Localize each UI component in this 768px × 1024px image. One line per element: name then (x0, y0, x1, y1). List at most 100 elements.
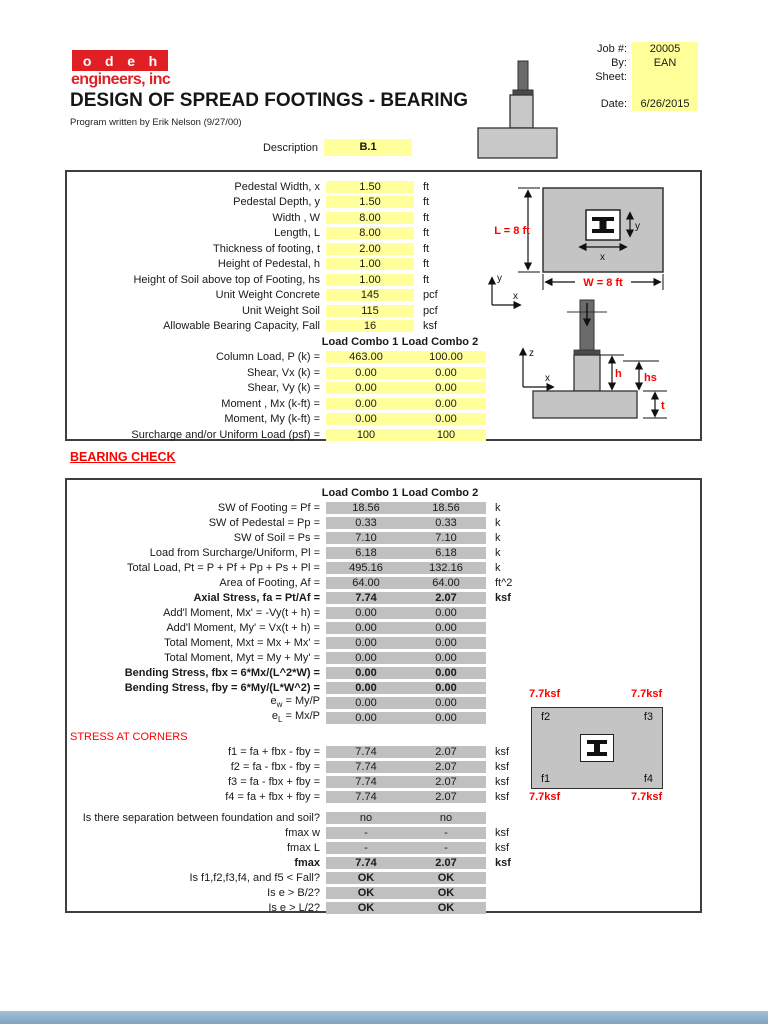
row-value: 0.00 (326, 621, 406, 634)
row-label: Unit Weight Concrete (215, 289, 320, 302)
row-value: 7.10 (406, 531, 486, 544)
job-info-panel: Job #: By: Sheet: Date: 20005 EAN 6/26/2… (538, 42, 698, 111)
row-value[interactable]: 1.00 (326, 258, 414, 271)
row-unit: ksf (495, 856, 511, 869)
table-row: Surcharge and/or Uniform Load (psf) = 100… (67, 427, 700, 443)
row-value[interactable]: 100.00 (406, 351, 486, 364)
column-ibeam-icon (592, 217, 614, 233)
row-unit: ksf (495, 841, 510, 854)
axis-x-label: x (545, 373, 550, 384)
row-value: OK (326, 871, 406, 884)
row-value: OK (406, 886, 486, 899)
table-row: Height of Pedestal, h 1.00 ft (67, 257, 700, 273)
table-row: Unit Weight Concrete 145 pcf (67, 288, 700, 304)
by-value[interactable]: EAN (653, 57, 677, 69)
row-label: Is there separation between foundation a… (82, 811, 320, 824)
pedestal-y-label: y (635, 221, 640, 232)
row-label: Shear, Vx (k) = (246, 366, 320, 379)
job-number-value[interactable]: 20005 (649, 43, 681, 55)
row-label: Column Load, P (k) = (215, 351, 320, 364)
table-row: Total Moment, Myt = My + My' = 0.00 0.00 (67, 650, 700, 665)
row-value[interactable]: 0.00 (406, 366, 486, 379)
row-unit: ft^2 (495, 576, 513, 589)
row-value[interactable]: 1.50 (326, 196, 414, 209)
row-value[interactable]: 100 (326, 428, 406, 441)
row-value[interactable]: 1.50 (326, 180, 414, 193)
table-row: Unit Weight Soil 115 pcf (67, 303, 700, 319)
table-row: Bending Stress, fby = 6*My/(L*W^2) = 0.00… (67, 680, 700, 695)
row-unit: ft (423, 227, 430, 240)
row-value[interactable]: 16 (326, 320, 414, 333)
corner-stress-top-right: 7.7ksf (631, 688, 663, 700)
row-value[interactable]: 145 (326, 289, 414, 302)
table-row: Moment, My (k-ft) = 0.00 0.00 (67, 412, 700, 428)
pedestal-rect (573, 354, 601, 392)
row-value[interactable]: 0.00 (326, 397, 406, 410)
row-label: f4 = fa + fbx + fby = (225, 790, 320, 803)
row-label: f2 = fa - fbx - fby = (230, 760, 320, 773)
row-value: 2.07 (406, 745, 486, 758)
row-value: 0.00 (326, 711, 406, 724)
row-value[interactable]: 8.00 (326, 211, 414, 224)
row-value[interactable]: 0.00 (406, 413, 486, 426)
table-row: eL = Mx/P 0.00 0.00 (67, 710, 700, 725)
footing-rect (532, 390, 638, 419)
table-row: Is e > L/2? OK OK (67, 900, 700, 915)
row-value[interactable]: 0.00 (326, 413, 406, 426)
date-label: Date: (600, 98, 627, 110)
input-section: Pedestal Width, x 1.50 ft Pedestal Depth, y… (65, 170, 702, 441)
row-label: fmax (294, 856, 320, 869)
row-value[interactable]: 0.00 (326, 366, 406, 379)
row-label: Height of Soil above top of Footing, hs (133, 273, 320, 286)
corner-stress-diagram: 7.7ksf 7.7ksf f2 f3 f1 f4 7.7ksf 7.7ksf (523, 688, 683, 810)
row-unit: ksf (495, 745, 510, 758)
bearing-check-section: Load Combo 1 Load Combo 2 SW of Footing … (65, 478, 702, 915)
date-value[interactable]: 6/26/2015 (640, 98, 690, 110)
baseplate-rect (573, 349, 601, 356)
row-value[interactable]: 0.00 (406, 382, 486, 395)
footing-plan-rect: f2 f3 f1 f4 (531, 707, 663, 789)
by-label: By: (611, 57, 627, 69)
sheet-value[interactable] (632, 70, 698, 84)
table-row: Load from Surcharge/Uniform, Pl = 6.18 6.1… (67, 545, 700, 560)
corner-f1-label: f1 (541, 773, 551, 785)
row-label: Total Load, Pt = P + Pf + Pp + Ps + Pl = (126, 561, 320, 574)
hs-dimension-label: hs (644, 372, 657, 384)
row-label: Height of Pedestal, h (217, 258, 320, 271)
load-combo-header-row: Load Combo 1 Load Combo 2 (67, 334, 700, 350)
load-combo-2-header: Load Combo 2 (401, 486, 479, 499)
table-row: Is f1,f2,f3,f4, and f5 < Fall? OK OK (67, 870, 700, 885)
row-label: SW of Soil = Ps = (233, 531, 320, 544)
row-value[interactable]: 8.00 (326, 227, 414, 240)
table-row: Is e > B/2? OK OK (67, 885, 700, 900)
row-unit: ft (423, 196, 430, 209)
table-row: Pedestal Width, x 1.50 ft (67, 179, 700, 195)
row-value[interactable]: 100 (406, 428, 486, 441)
row-label: Pedestal Depth, y (233, 196, 320, 209)
row-value[interactable]: 0.00 (326, 382, 406, 395)
load-combo-1-header: Load Combo 1 (321, 486, 399, 499)
row-value[interactable]: 1.00 (326, 273, 414, 286)
corner-f2-label: f2 (541, 711, 551, 723)
table-row: Total Load, Pt = P + Pf + Pp + Ps + Pl =… (67, 560, 700, 575)
table-row: SW of Footing = Pf = 18.56 18.56 k (67, 500, 700, 515)
row-unit: k (495, 501, 501, 514)
table-row: f4 = fa + fbx + fby = 7.74 2.07 ksf (67, 789, 700, 804)
load-table: Column Load, P (k) = 463.00 100.00 Shear, V… (67, 350, 700, 443)
row-value[interactable]: 115 (326, 304, 414, 317)
row-value: 7.74 (326, 745, 406, 758)
row-value: 0.00 (406, 696, 486, 709)
row-unit: k (495, 546, 501, 559)
load-combo-1-header: Load Combo 1 (321, 335, 399, 348)
bearing-results-table: SW of Footing = Pf = 18.56 18.56 k SW of Ped… (67, 500, 700, 725)
row-value[interactable]: 2.00 (326, 242, 414, 255)
table-row: SW of Pedestal = Pp = 0.33 0.33 k (67, 515, 700, 530)
row-value[interactable]: 463.00 (326, 351, 406, 364)
row-value[interactable]: 0.00 (406, 397, 486, 410)
column-ibeam-icon (580, 734, 614, 762)
table-row: Axial Stress, fa = Pt/Af = 7.74 2.07 ksf (67, 590, 700, 605)
description-input[interactable]: B.1 (324, 139, 412, 156)
description-label: Description (262, 141, 318, 154)
row-value: OK (326, 886, 406, 899)
